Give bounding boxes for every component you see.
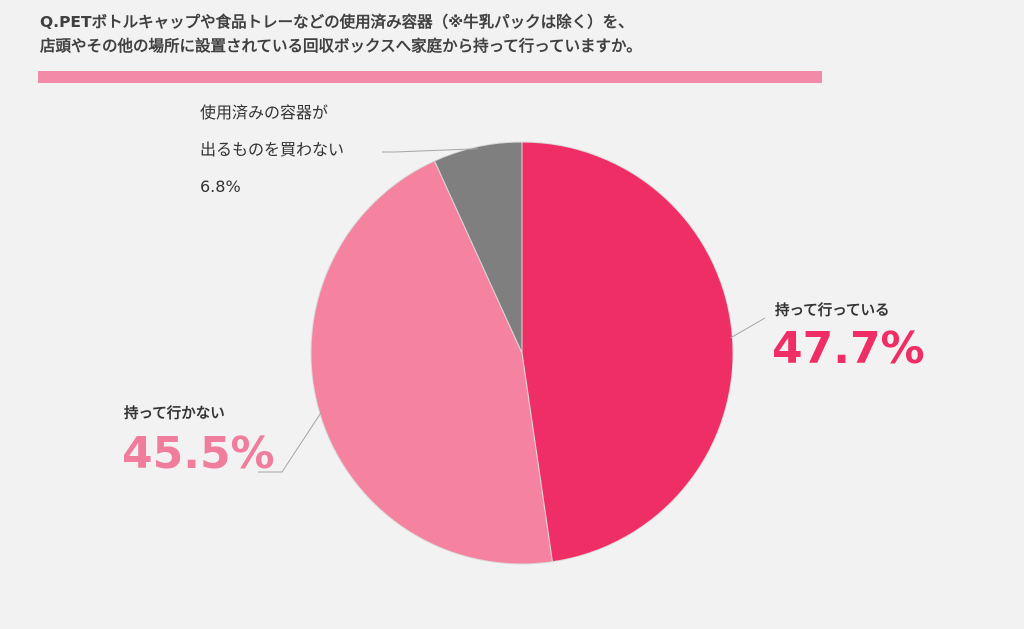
slice-value-kawanai: 6.8%: [200, 177, 241, 196]
slice-label-kawanai-line-1: 使用済みの容器が: [200, 103, 328, 122]
slice-mochitte-ikanai: [310, 160, 553, 565]
slice-mochitte-itteiru: [521, 141, 734, 563]
leader-line-kawanai: [382, 148, 478, 153]
title-line-1: Q.PETボトルキャップや食品トレーなどの使用済み容器（※牛乳パックは除く）を、: [40, 13, 634, 31]
title-line-2: 店頭やその他の場所に設置されている回収ボックスへ家庭から持って行っていますか。: [40, 37, 642, 55]
title-underline: [38, 71, 822, 83]
slice-label-mochitte-itteiru: 持って行っている: [775, 301, 890, 319]
chart-title: Q.PETボトルキャップや食品トレーなどの使用済み容器（※牛乳パックは除く）を、…: [40, 10, 990, 58]
slice-label-mochitte-ikanai: 持って行かない: [124, 404, 225, 422]
slice-label-kawanai-line-2: 出るものを買わない: [200, 140, 344, 159]
leader-line-mochitte-itteiru: [730, 317, 766, 339]
pie-slices: [310, 141, 734, 565]
leader-line-mochitte-ikanai: [258, 411, 322, 473]
slice-labels: 持って行っている 47.7% 持って行かない 45.5% 使用済みの容器が 出る…: [122, 103, 925, 479]
slice-value-mochitte-itteiru: 47.7%: [772, 323, 925, 374]
slice-value-mochitte-ikanai: 45.5%: [122, 428, 275, 479]
leader-lines: [258, 148, 766, 473]
slice-kawanai: [433, 141, 523, 354]
